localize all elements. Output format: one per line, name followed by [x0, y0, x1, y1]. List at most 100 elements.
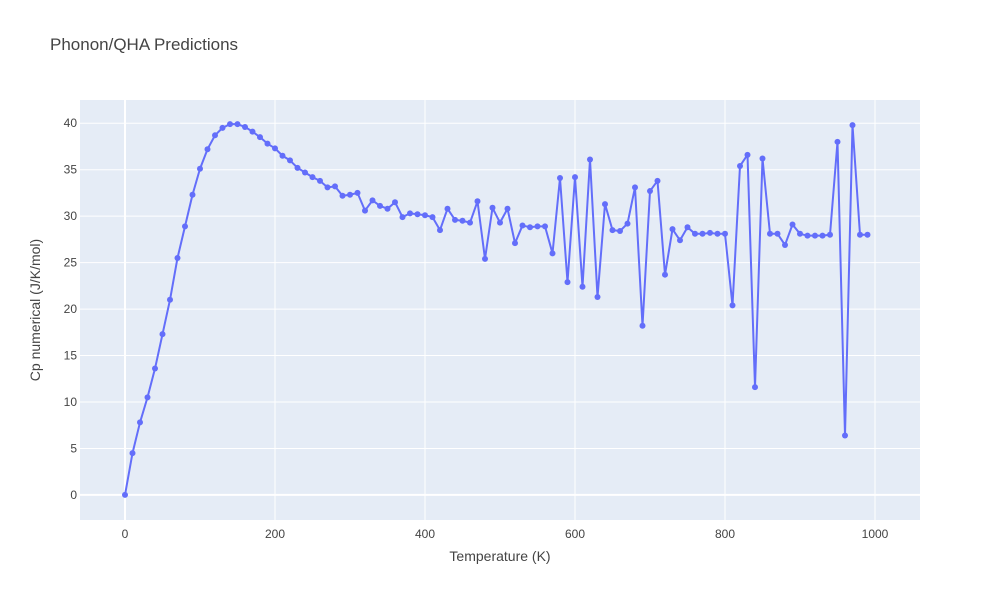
data-point[interactable] — [219, 124, 226, 131]
data-point[interactable] — [662, 271, 668, 278]
data-point[interactable] — [129, 450, 136, 457]
data-point[interactable] — [752, 384, 758, 391]
data-point[interactable] — [849, 122, 856, 129]
data-point[interactable] — [789, 221, 796, 228]
data-point[interactable] — [384, 205, 391, 212]
data-point[interactable] — [527, 224, 533, 231]
data-point[interactable] — [122, 491, 128, 498]
data-point[interactable] — [774, 230, 781, 237]
data-point[interactable] — [579, 283, 586, 290]
data-point[interactable] — [602, 201, 608, 208]
data-point[interactable] — [624, 220, 631, 227]
data-point[interactable] — [317, 177, 323, 184]
data-point[interactable] — [377, 202, 383, 209]
data-point[interactable] — [782, 241, 788, 248]
data-point[interactable] — [294, 164, 301, 171]
data-point[interactable] — [722, 230, 728, 237]
data-point[interactable] — [182, 223, 188, 230]
data-point[interactable] — [797, 230, 803, 237]
data-point[interactable] — [534, 223, 541, 230]
data-point[interactable] — [152, 365, 158, 372]
data-point[interactable] — [692, 230, 698, 237]
data-point[interactable] — [549, 250, 556, 257]
data-point[interactable] — [437, 227, 443, 234]
data-point[interactable] — [242, 123, 248, 130]
data-point[interactable] — [264, 140, 271, 147]
data-point[interactable] — [842, 432, 848, 439]
data-point[interactable] — [489, 204, 496, 211]
data-point[interactable] — [609, 227, 616, 234]
data-point[interactable] — [804, 232, 811, 239]
data-point[interactable] — [617, 228, 623, 235]
data-point[interactable] — [414, 211, 421, 218]
data-point[interactable] — [677, 237, 683, 244]
data-point[interactable] — [167, 296, 173, 303]
data-point[interactable] — [287, 157, 293, 164]
data-point[interactable] — [429, 214, 436, 221]
data-point[interactable] — [347, 191, 353, 198]
data-point[interactable] — [422, 212, 428, 219]
data-point[interactable] — [369, 197, 376, 204]
data-point[interactable] — [189, 191, 196, 198]
data-point[interactable] — [699, 230, 706, 237]
data-point[interactable] — [272, 145, 278, 152]
data-point[interactable] — [332, 183, 338, 190]
data-point[interactable] — [474, 198, 481, 205]
data-point[interactable] — [444, 205, 451, 212]
data-point[interactable] — [857, 231, 863, 238]
data-point[interactable] — [512, 240, 518, 247]
data-point[interactable] — [212, 132, 218, 139]
data-point[interactable] — [639, 322, 646, 329]
data-point[interactable] — [302, 169, 308, 176]
data-point[interactable] — [812, 232, 818, 239]
data-point[interactable] — [279, 152, 286, 159]
data-point[interactable] — [354, 189, 361, 196]
data-point[interactable] — [249, 128, 256, 135]
data-point[interactable] — [497, 219, 503, 226]
data-point[interactable] — [834, 138, 841, 145]
data-point[interactable] — [399, 214, 406, 221]
data-point[interactable] — [504, 205, 511, 212]
data-point[interactable] — [234, 121, 241, 128]
data-point[interactable] — [542, 223, 548, 230]
data-point[interactable] — [819, 232, 826, 239]
data-point[interactable] — [684, 224, 691, 231]
data-point[interactable] — [324, 184, 331, 191]
data-point[interactable] — [729, 302, 736, 309]
data-point[interactable] — [159, 331, 166, 338]
data-point[interactable] — [519, 222, 526, 229]
data-point[interactable] — [204, 146, 211, 153]
data-point[interactable] — [564, 279, 571, 286]
data-point[interactable] — [714, 230, 721, 237]
data-point[interactable] — [482, 255, 488, 262]
data-point[interactable] — [759, 155, 766, 162]
data-point[interactable] — [767, 230, 773, 237]
data-point[interactable] — [827, 231, 833, 238]
data-point[interactable] — [744, 151, 751, 158]
data-point[interactable] — [362, 207, 368, 214]
data-point[interactable] — [654, 177, 661, 184]
data-point[interactable] — [459, 217, 466, 224]
data-point[interactable] — [669, 226, 676, 233]
data-point[interactable] — [407, 210, 413, 217]
data-point[interactable] — [174, 254, 181, 261]
data-point[interactable] — [137, 419, 143, 426]
data-point[interactable] — [144, 394, 151, 401]
data-point[interactable] — [452, 216, 458, 223]
data-point[interactable] — [572, 174, 578, 181]
data-point[interactable] — [309, 174, 316, 181]
data-point[interactable] — [632, 184, 638, 191]
data-point[interactable] — [594, 293, 601, 300]
data-point[interactable] — [557, 175, 563, 182]
data-point[interactable] — [707, 229, 713, 236]
data-point[interactable] — [467, 219, 473, 226]
data-point[interactable] — [392, 199, 398, 206]
data-point[interactable] — [339, 192, 346, 199]
data-point[interactable] — [737, 162, 743, 169]
data-point[interactable] — [647, 188, 653, 195]
data-point[interactable] — [864, 231, 871, 238]
data-point[interactable] — [227, 121, 233, 128]
data-point[interactable] — [197, 165, 203, 172]
data-point[interactable] — [587, 156, 593, 163]
data-point[interactable] — [257, 134, 263, 141]
